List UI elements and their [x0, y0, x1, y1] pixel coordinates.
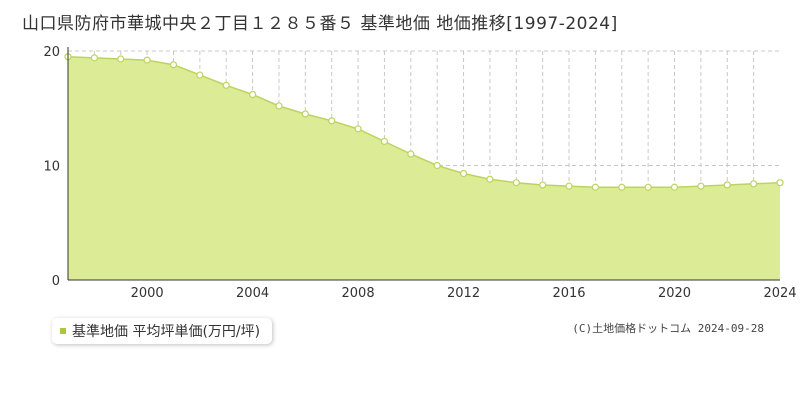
data-point	[697, 182, 705, 190]
price-area	[68, 56, 780, 281]
data-point	[248, 90, 257, 99]
data-point	[90, 54, 98, 62]
x-tick-label: 2020	[658, 286, 691, 301]
data-point	[222, 81, 230, 89]
y-tick-label: 20	[43, 45, 60, 60]
legend-marker-icon	[60, 328, 66, 334]
data-point	[169, 61, 178, 69]
data-point	[196, 71, 204, 79]
data-point	[143, 56, 151, 64]
data-point	[644, 183, 652, 191]
y-tick-labels: 0 10 20	[43, 45, 60, 289]
data-point	[591, 183, 600, 191]
data-point	[433, 161, 441, 170]
copyright-credit: (C)土地価格ドットコム 2024-09-28	[572, 322, 764, 335]
x-tick-label: 2024	[763, 286, 796, 301]
y-tick-label: 10	[43, 160, 60, 175]
data-point	[328, 117, 336, 125]
data-point	[380, 137, 389, 146]
legend-label: 基準地価 平均坪単価(万円/坪)	[72, 324, 261, 340]
data-point	[459, 169, 468, 178]
data-point	[565, 182, 573, 190]
x-tick-label: 2012	[447, 286, 480, 301]
data-point	[301, 110, 309, 118]
data-point	[750, 180, 758, 188]
chart-title: 山口県防府市華城中央２丁目１２８５番５ 基準地価 地価推移[1997-2024]	[22, 14, 618, 34]
data-point	[618, 183, 626, 191]
data-point	[512, 179, 520, 187]
axes	[67, 47, 780, 281]
data-point	[539, 181, 547, 189]
data-point	[486, 175, 494, 183]
x-tick-label: 2016	[552, 286, 585, 301]
x-tick-label: 2000	[131, 286, 164, 301]
data-point	[117, 55, 125, 63]
price-line	[67, 55, 781, 189]
x-tick-label: 2004	[236, 286, 269, 301]
x-tick-labels: 2000 2004 2008 2012 2016 2020 2024	[131, 286, 797, 301]
y-tick-label: 0	[52, 274, 60, 289]
data-points	[64, 53, 784, 191]
legend: 基準地価 平均坪単価(万円/坪)	[52, 318, 273, 344]
x-tick-label: 2008	[342, 286, 375, 301]
data-point	[723, 181, 731, 189]
data-point	[407, 150, 415, 158]
data-point	[354, 125, 362, 133]
data-point	[670, 183, 679, 191]
data-point	[275, 102, 283, 110]
data-point	[776, 179, 784, 187]
